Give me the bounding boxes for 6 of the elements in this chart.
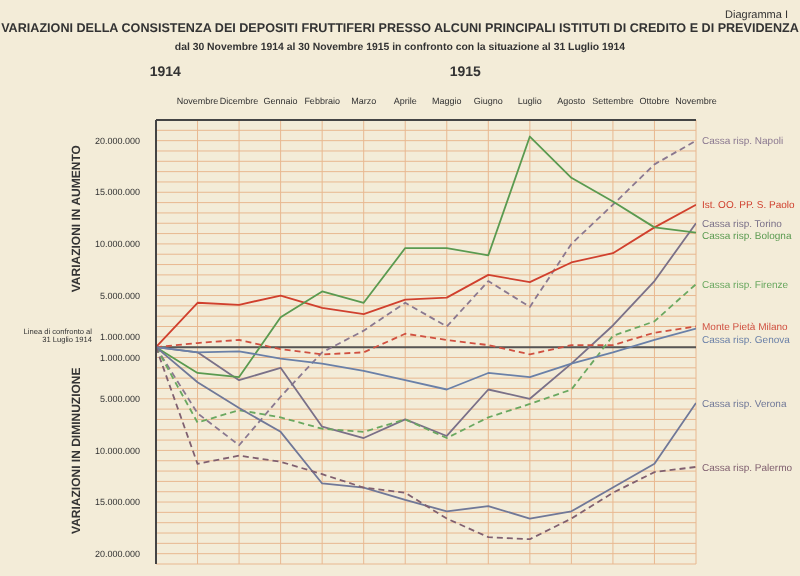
line-series <box>156 283 696 439</box>
line-series <box>156 135 696 379</box>
line-series <box>156 327 696 391</box>
line-series <box>156 203 696 349</box>
line-series <box>156 139 696 447</box>
line-series <box>156 325 696 356</box>
